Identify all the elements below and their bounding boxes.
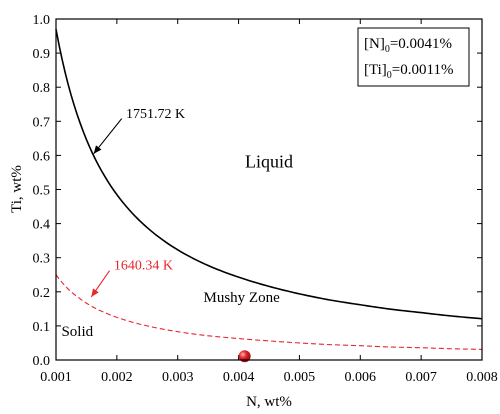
x-tick-label: 0.006: [345, 370, 377, 385]
arrow-head: [91, 288, 99, 297]
initial-nitrogen-text: [N]0=0.0041%: [364, 36, 452, 55]
y-tick-label: 0.1: [33, 320, 51, 335]
composition-point: [238, 350, 251, 363]
x-tick-label: 0.001: [40, 370, 72, 385]
temp-label-liquidus: 1751.72 K: [126, 107, 185, 122]
y-tick-label: 0.9: [33, 47, 51, 62]
arrow-head: [93, 145, 102, 154]
x-tick-label: 0.005: [284, 370, 316, 385]
x-tick-label: 0.008: [466, 370, 498, 385]
y-axis-ticks: 0.0 0.1 0.2 0.3 0.4 0.5 0.6 0.7 0.8 0.9 1.0: [33, 13, 482, 369]
y-tick-label: 1.0: [33, 13, 51, 28]
y-tick-label: 0.6: [33, 149, 51, 164]
y-tick-label: 0.7: [33, 115, 51, 130]
plot-frame: [55, 18, 483, 361]
liquid-region-label: Liquid: [245, 151, 293, 171]
y-tick-label: 0.2: [33, 286, 51, 301]
mushy-zone-label: Mushy Zone: [203, 290, 280, 306]
y-tick-label: 0.3: [33, 252, 51, 267]
y-tick-label: 0.0: [33, 354, 51, 369]
x-axis-label: N, wt%: [246, 394, 292, 410]
initial-titanium-text: [Ti]0=0.0011%: [364, 62, 453, 81]
x-tick-label: 0.004: [223, 370, 255, 385]
solid-region-label: Solid: [61, 324, 93, 340]
y-tick-label: 0.5: [33, 184, 51, 199]
temp-label-solidus: 1640.34 K: [114, 259, 173, 274]
composition-box-frame: [357, 27, 470, 87]
x-tick-label: 0.007: [405, 370, 437, 385]
y-tick-label: 0.8: [33, 81, 51, 96]
y-tick-label: 0.4: [33, 218, 51, 233]
liquidus-line: [55, 29, 483, 320]
composition-marker: [238, 350, 251, 363]
y-axis-label: Ti, wt%: [9, 165, 25, 213]
x-axis-ticks: 0.001 0.002 0.003 0.004 0.005 0.006 0.007 0.008: [40, 19, 498, 385]
region-labels: Liquid Mushy Zone Solid: [61, 151, 293, 340]
annotations: 1751.72 K 1640.34 K: [90, 107, 185, 298]
solidus-line: [55, 274, 483, 350]
x-tick-label: 0.003: [162, 370, 194, 385]
composition-box: [N]0=0.0041% [Ti]0=0.0011%: [357, 27, 470, 87]
series-lines: [55, 29, 483, 350]
x-tick-label: 0.002: [101, 370, 133, 385]
